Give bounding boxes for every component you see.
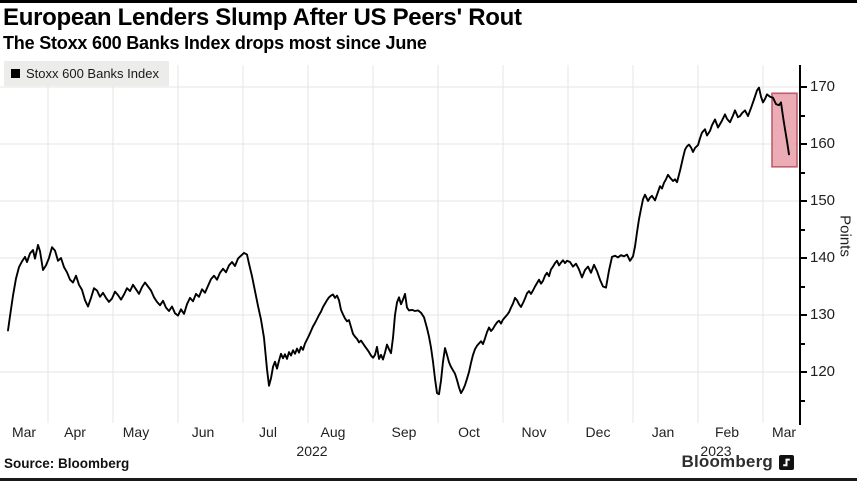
x-tick-label: Jun xyxy=(191,424,215,440)
y-tick-minor xyxy=(801,285,805,288)
x-tick-label: Dec xyxy=(585,424,611,440)
y-tick-major xyxy=(801,86,807,88)
y-tick-major xyxy=(801,257,807,259)
y-axis-line xyxy=(799,65,801,425)
legend-label: Stoxx 600 Banks Index xyxy=(26,66,159,81)
y-tick-major xyxy=(801,314,807,316)
brand-lockup: Bloomberg xyxy=(681,452,794,472)
page-subtitle: The Stoxx 600 Banks Index drops most sin… xyxy=(3,33,427,53)
legend-chip: Stoxx 600 Banks Index xyxy=(4,61,169,86)
plot-area xyxy=(0,65,800,423)
y-tick-major xyxy=(801,143,807,145)
x-tick-label: Oct xyxy=(458,424,480,440)
x-tick-label: May xyxy=(122,424,150,440)
y-tick-label: 170 xyxy=(810,78,836,95)
x-tick-label: Mar xyxy=(771,424,797,440)
source-note: Source: Bloomberg xyxy=(4,456,130,471)
y-tick-minor xyxy=(801,114,805,117)
page-title: European Lenders Slump After US Peers' R… xyxy=(3,4,522,31)
y-tick-label: 120 xyxy=(810,363,836,380)
y-tick-minor xyxy=(801,171,805,174)
top-rule xyxy=(0,0,857,3)
y-tick-minor xyxy=(801,399,805,402)
y-tick-label: 160 xyxy=(810,135,836,152)
x-tick-label: Feb xyxy=(714,424,740,440)
x-tick-label: Mar xyxy=(11,424,37,440)
brand-wordmark: Bloomberg xyxy=(681,452,773,471)
x-tick-label: Apr xyxy=(64,424,86,440)
y-tick-minor xyxy=(801,228,805,231)
y-tick-label: 130 xyxy=(810,306,836,323)
bottom-rule xyxy=(0,478,857,481)
x-tick-label: Jan xyxy=(651,424,675,440)
series-line xyxy=(7,86,790,396)
x-tick-label: Sep xyxy=(391,424,417,440)
x-year-label: 2023 xyxy=(700,443,732,459)
x-year-label: 2022 xyxy=(296,443,328,459)
y-tick-minor xyxy=(801,342,805,345)
bloomberg-logo-icon xyxy=(779,454,794,470)
x-tick-label: Nov xyxy=(521,424,547,440)
y-tick-label: 150 xyxy=(810,192,836,209)
y-tick-major xyxy=(801,371,807,373)
x-tick-label: Aug xyxy=(320,424,346,440)
y-tick-label: 140 xyxy=(810,249,836,266)
plot-svg xyxy=(0,65,800,423)
x-tick-label: Jul xyxy=(259,424,277,440)
legend-marker-icon xyxy=(11,69,20,78)
y-tick-major xyxy=(801,200,807,202)
